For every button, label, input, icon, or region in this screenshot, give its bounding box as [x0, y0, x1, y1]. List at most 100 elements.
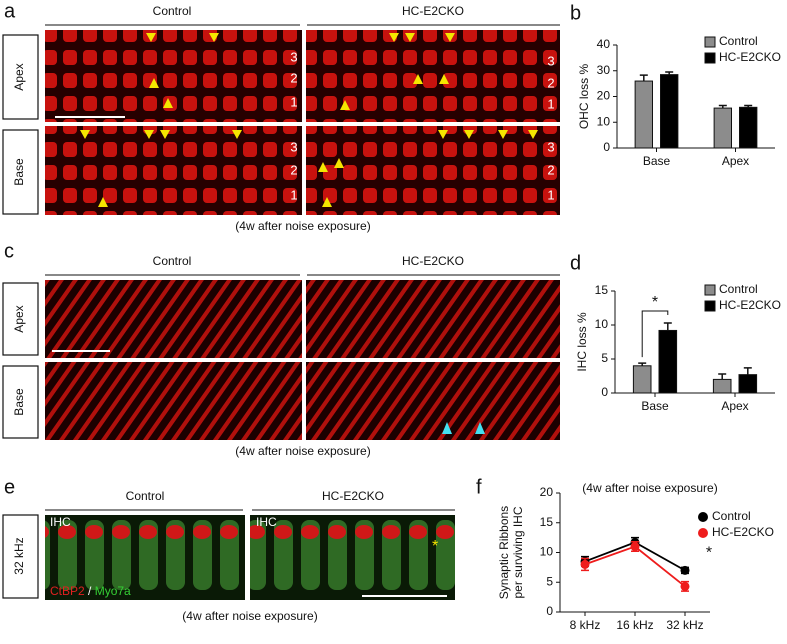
x-tick-label: 32 kHz [666, 618, 703, 632]
y-axis-label: Synaptic Ribbons [497, 506, 511, 599]
row-box [2, 34, 39, 120]
legend-label: Control [712, 509, 751, 523]
x-tick-label: 16 kHz [616, 618, 653, 632]
y-tick-label: 0 [601, 385, 608, 399]
row-number: 1 [290, 94, 297, 109]
arrowhead [475, 422, 485, 434]
series-line [584, 545, 686, 588]
y-tick-label: 10 [540, 545, 554, 559]
group-label: HC-E2CKO [402, 254, 464, 268]
row-number: 2 [290, 70, 297, 85]
x-tick-label: Base [641, 399, 669, 413]
legend-marker [698, 528, 708, 538]
bar [738, 374, 758, 394]
bar [712, 378, 732, 394]
group-label: Control [153, 4, 192, 18]
legend-label: Control [719, 282, 758, 296]
row-label: Apex [12, 63, 26, 90]
y-tick-label: 30 [597, 63, 611, 77]
micrograph [306, 280, 560, 358]
y-tick-label: 20 [540, 485, 554, 499]
micrograph [45, 30, 302, 122]
caption: (4w after noise exposure) [182, 609, 317, 623]
x-tick-label: Apex [721, 399, 748, 413]
legend-swatch [704, 52, 716, 64]
micrograph [306, 30, 560, 122]
y-tick-label: 0 [546, 604, 553, 618]
row-label: Base [12, 388, 26, 416]
row-label: 32 kHz [12, 537, 26, 574]
arrowhead [442, 422, 452, 434]
x-tick-label: 8 kHz [570, 618, 601, 632]
significance-star: * [706, 545, 712, 562]
image-label: IHC [256, 515, 277, 529]
image-label: IHC [50, 515, 71, 529]
significance-bracket [641, 310, 669, 358]
stain-sep: / [85, 584, 95, 598]
panel-letter: f [476, 476, 482, 498]
row-number: 2 [290, 162, 297, 177]
panel-letter: a [4, 0, 16, 22]
row-number: 2 [547, 75, 554, 90]
micrograph [45, 280, 302, 358]
row-number: 2 [547, 162, 554, 177]
row-number: 3 [290, 49, 297, 64]
legend-label: HC-E2CKO [719, 50, 781, 64]
legend-label: Control [719, 34, 758, 48]
y-tick-label: 20 [597, 89, 611, 103]
x-tick-label: Apex [722, 154, 749, 168]
legend-swatch [704, 284, 716, 296]
marker [680, 581, 690, 591]
caption: (4w after noise exposure) [235, 444, 370, 458]
legend-marker [698, 512, 708, 522]
marker [630, 542, 640, 552]
panel-letter: d [570, 252, 581, 274]
marker [680, 565, 690, 575]
group-label: HC-E2CKO [402, 4, 464, 18]
micrograph [250, 515, 455, 600]
caption: (4w after noise exposure) [235, 219, 370, 233]
row-label: Base [12, 158, 26, 186]
chart-title: (4w after noise exposure) [582, 481, 717, 495]
bar [713, 107, 732, 149]
y-tick-label: 10 [597, 114, 611, 128]
bar [658, 329, 678, 394]
panel-letter: e [4, 476, 15, 498]
y-axis-label: IHC loss % [575, 312, 589, 372]
row-number: 3 [547, 53, 554, 68]
y-tick-label: 40 [597, 37, 611, 51]
error-bar [718, 373, 727, 380]
y-axis-label: OHC loss % [577, 63, 591, 129]
stain-green: Myo7a [95, 584, 131, 598]
bar [660, 74, 679, 149]
row-number: 3 [547, 139, 554, 154]
error-bar [663, 322, 672, 331]
micrograph [306, 362, 560, 440]
x-tick-label: Base [643, 154, 671, 168]
micrograph [45, 362, 302, 440]
row-label: Apex [12, 305, 26, 332]
row-number: 1 [547, 187, 554, 202]
micrograph [306, 126, 560, 215]
group-label: HC-E2CKO [322, 489, 384, 503]
marker: * [432, 538, 438, 555]
y-tick-label: 15 [540, 515, 554, 529]
arrowheads [80, 33, 538, 207]
significance-star: * [652, 294, 658, 311]
stain-red: CtBP2 [50, 584, 85, 598]
y-tick-label: 0 [603, 140, 610, 154]
error-bar [639, 74, 648, 82]
panel-letter: b [570, 2, 581, 24]
group-label: Control [153, 254, 192, 268]
micrograph [45, 126, 302, 215]
row-box [2, 514, 39, 599]
y-tick-label: 10 [595, 317, 609, 331]
row-number: 3 [290, 139, 297, 154]
y-axis-label: per surviving IHC [511, 506, 525, 598]
stain-legend: CtBP2 / Myo7a [50, 584, 131, 598]
y-tick-label: 5 [601, 351, 608, 365]
y-tick-label: 15 [595, 283, 609, 297]
bar [739, 106, 758, 149]
legend-label: HC-E2CKO [712, 525, 774, 539]
